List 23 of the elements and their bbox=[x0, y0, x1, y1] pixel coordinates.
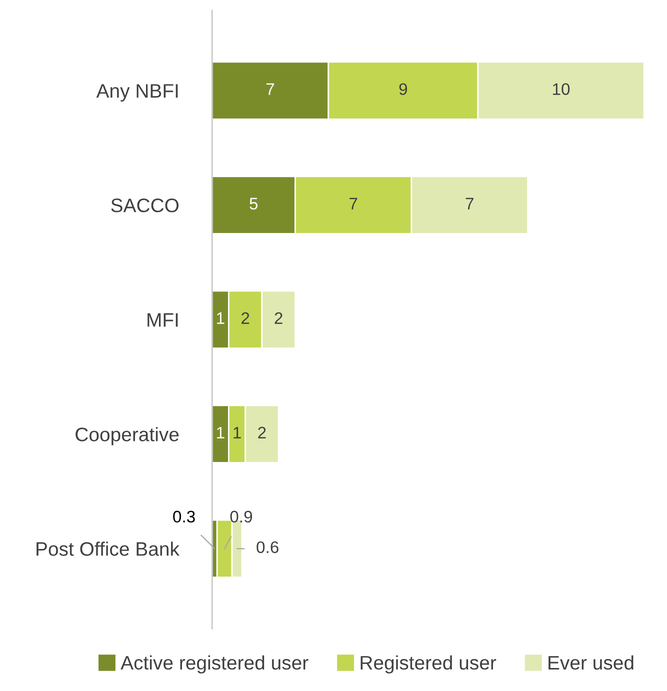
y-tick-label: MFI bbox=[148, 313, 178, 327]
data-label: 0.3 bbox=[173, 510, 195, 523]
data-label: 7 bbox=[266, 83, 274, 95]
data-label: 1 bbox=[234, 426, 241, 438]
y-tick-label: Post Office Bank bbox=[36, 542, 180, 556]
data-label: 1 bbox=[217, 312, 224, 324]
data-label: 5 bbox=[250, 198, 258, 210]
legend-label: Active registered user bbox=[120, 655, 308, 674]
data-label: 10 bbox=[553, 83, 570, 96]
data-label: 2 bbox=[242, 312, 250, 324]
data-label: 0.6 bbox=[256, 541, 278, 554]
y-tick-label: SACCO bbox=[111, 198, 179, 212]
y-tick-label: Cooperative bbox=[76, 427, 179, 446]
data-label: 2 bbox=[258, 426, 266, 438]
y-tick-label: Any NBFI bbox=[96, 84, 178, 102]
data-label: 1 bbox=[217, 426, 224, 438]
legend-label: Ever used bbox=[548, 655, 634, 670]
data-label: 2 bbox=[274, 312, 282, 324]
data-label: 0.9 bbox=[230, 510, 252, 523]
legend-label: Registered user bbox=[360, 655, 496, 674]
data-label: 9 bbox=[399, 83, 408, 96]
data-label: 7 bbox=[350, 198, 358, 210]
data-label: 7 bbox=[466, 198, 474, 210]
